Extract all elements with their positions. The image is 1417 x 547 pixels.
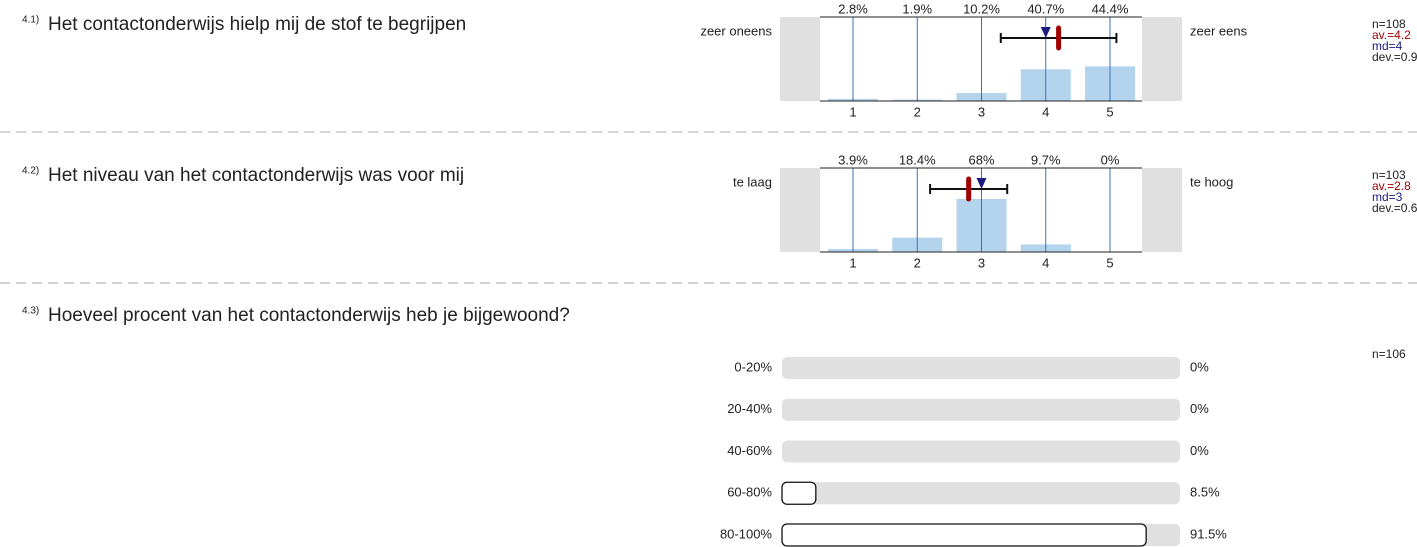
question-title: Het contactonderwijs hielp mij de stof t…: [48, 14, 466, 35]
stat-mean: av.=2.8: [1372, 179, 1411, 193]
value-label: 9.7%: [1031, 152, 1061, 167]
x-tick-label: 5: [1106, 104, 1113, 119]
x-tick-label: 4: [1042, 104, 1049, 119]
side-block: [1142, 17, 1182, 101]
left-label: te laag: [733, 174, 772, 189]
stat-median: md=3: [1372, 190, 1403, 204]
x-tick-label: 2: [914, 255, 921, 270]
right-label: zeer eens: [1190, 23, 1248, 38]
side-block: [1142, 168, 1182, 252]
x-tick-label: 4: [1042, 255, 1049, 270]
category-label: 0-20%: [734, 359, 772, 374]
stat-dev: dev.=0.9: [1372, 50, 1417, 64]
value-label: 44.4%: [1092, 1, 1129, 16]
stat-dev: dev.=0.6: [1372, 201, 1417, 215]
question-title: Hoeveel procent van het contactonderwijs…: [48, 305, 570, 326]
value-label: 18.4%: [899, 152, 936, 167]
median-marker: [1040, 27, 1051, 38]
bar: [781, 523, 1147, 547]
x-tick-label: 5: [1106, 255, 1113, 270]
right-label: te hoog: [1190, 174, 1233, 189]
question-number: 4.1): [22, 15, 39, 26]
x-tick-label: 1: [849, 104, 856, 119]
stat-n: n=103: [1372, 168, 1406, 182]
value-label: 0%: [1190, 443, 1209, 458]
question-title: Het niveau van het contactonderwijs was …: [48, 165, 464, 186]
value-label: 3.9%: [838, 152, 868, 167]
category-label: 80-100%: [720, 526, 772, 541]
value-label: 2.8%: [838, 1, 868, 16]
stat-median: md=4: [1372, 39, 1403, 53]
value-label: 91.5%: [1190, 526, 1227, 541]
value-label: 1.9%: [902, 1, 932, 16]
question-number: 4.2): [22, 166, 39, 177]
bar-track: [782, 398, 1180, 421]
side-block: [780, 17, 820, 101]
question-number: 4.3): [22, 306, 39, 317]
stat-n: n=106: [1372, 347, 1406, 361]
category-label: 20-40%: [727, 401, 772, 416]
bar-track: [782, 440, 1180, 463]
value-label: 8.5%: [1190, 485, 1220, 500]
left-label: zeer oneens: [700, 23, 772, 38]
bar-track: [782, 357, 1180, 379]
x-tick-label: 3: [978, 104, 985, 119]
x-tick-label: 1: [849, 255, 856, 270]
median-marker: [976, 178, 987, 189]
side-block: [780, 168, 820, 252]
category-label: 60-80%: [727, 485, 772, 500]
bar-track: [782, 482, 1180, 505]
value-label: 68%: [968, 152, 994, 167]
value-label: 40.7%: [1027, 1, 1064, 16]
value-label: 10.2%: [963, 1, 1000, 16]
x-tick-label: 3: [978, 255, 985, 270]
value-label: 0%: [1190, 401, 1209, 416]
category-label: 40-60%: [727, 443, 772, 458]
value-label: 0%: [1101, 152, 1120, 167]
x-tick-label: 2: [914, 104, 921, 119]
bar: [781, 481, 817, 505]
stat-mean: av.=4.2: [1372, 28, 1411, 42]
value-label: 0%: [1190, 359, 1209, 374]
stat-n: n=108: [1372, 17, 1406, 31]
